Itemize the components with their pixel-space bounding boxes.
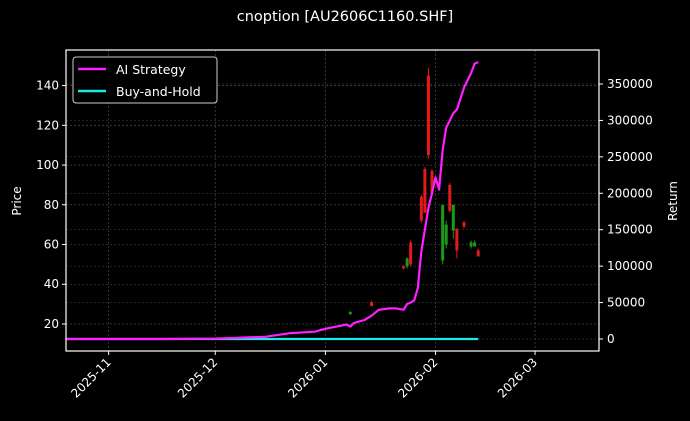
x-tick-label: 2026-03: [495, 355, 540, 400]
candle-body: [469, 242, 473, 247]
candle-body: [444, 224, 448, 245]
y-tick-label-left: 120: [36, 118, 59, 132]
candle-body: [473, 242, 477, 247]
y-tick-label-right: 100000: [607, 259, 653, 273]
candle-body: [405, 258, 409, 267]
y-tick-label-right: 0: [607, 332, 615, 346]
candle-body: [430, 170, 434, 193]
candle-body: [476, 250, 480, 257]
candle-body: [426, 75, 430, 156]
plot-frame: [65, 49, 600, 352]
y-tick-label-right: 50000: [607, 296, 645, 310]
y-tick-label-left: 80: [44, 198, 59, 212]
candle-body: [423, 169, 427, 213]
candlestick-series: [348, 67, 480, 316]
candle-body: [409, 242, 413, 265]
y-tick-label-left: 60: [44, 238, 59, 252]
y-tick-label-right: 200000: [607, 186, 653, 200]
x-tick-label: 2025-11: [68, 355, 113, 400]
candle-body: [441, 204, 445, 261]
y-tick-label-right: 250000: [607, 150, 653, 164]
candle-body: [419, 196, 423, 221]
candle-body: [370, 302, 374, 307]
y-tick-label-right: 350000: [607, 77, 653, 91]
candle-body: [462, 222, 466, 227]
candle-body: [348, 312, 352, 315]
x-tick-label: 2025-12: [175, 355, 220, 400]
y-axis-label-right: Return: [666, 181, 680, 221]
y-axis-label-left: Price: [10, 186, 24, 215]
chart-title: cnoption [AU2606C1160.SHF]: [236, 9, 454, 25]
candle-body: [455, 228, 459, 251]
x-tick-label: 2026-01: [285, 355, 330, 400]
legend: AI Strategy Buy-and-Hold: [72, 56, 218, 104]
y-axis-left: 20 40 60 80 100 120 140: [36, 79, 66, 331]
y-tick-label-left: 140: [36, 79, 59, 93]
x-tick-label: 2026-02: [395, 355, 440, 400]
y-axis-right: 0 50000 100000 150000 200000 250000 300000 3500…: [599, 77, 653, 346]
y-tick-label-left: 40: [44, 277, 59, 291]
y-tick-label-right: 150000: [607, 223, 653, 237]
legend-label-ai-strategy: AI Strategy: [116, 62, 186, 77]
y-tick-label-left: 20: [44, 317, 59, 331]
y-tick-label-left: 100: [36, 158, 59, 172]
legend-label-buy-and-hold: Buy-and-Hold: [116, 84, 201, 99]
candle-body: [448, 184, 452, 211]
x-axis: 2025-11 2025-12 2026-01 2026-02 2026-03: [68, 351, 540, 401]
legend-box: [72, 56, 218, 104]
line-series: [66, 61, 479, 341]
candle-body: [402, 266, 406, 269]
y-tick-label-right: 300000: [607, 113, 653, 127]
series-ai-strategy: [66, 61, 479, 341]
candle-body: [451, 204, 455, 231]
